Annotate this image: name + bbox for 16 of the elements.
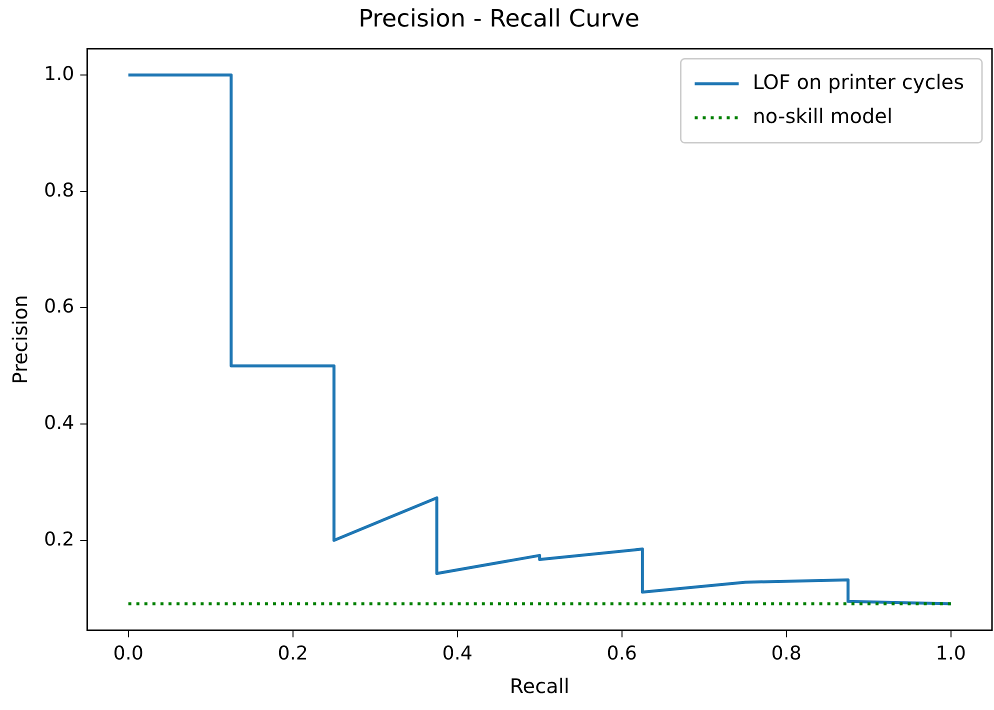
x-tick-label: 0.8 bbox=[771, 642, 802, 665]
x-tick-label: 0.6 bbox=[606, 642, 637, 665]
legend-label: no-skill model bbox=[752, 104, 893, 128]
y-tick-label: 0.4 bbox=[44, 412, 74, 434]
y-tick-label: 0.2 bbox=[44, 528, 74, 550]
x-tick-label: 0.0 bbox=[113, 642, 144, 665]
y-tick-label: 1.0 bbox=[44, 62, 74, 85]
x-tick-label: 0.2 bbox=[278, 642, 308, 665]
y-axis-title: Precision bbox=[8, 294, 32, 384]
x-axis-title: Recall bbox=[510, 674, 570, 698]
x-tick-label: 0.4 bbox=[442, 642, 472, 665]
legend-label: LOF on printer cycles bbox=[752, 70, 964, 94]
y-tick-label: 0.8 bbox=[44, 179, 74, 202]
chart-title: Precision - Recall Curve bbox=[358, 4, 640, 33]
x-tick-label: 1.0 bbox=[936, 642, 966, 665]
y-tick-label: 0.6 bbox=[44, 296, 74, 318]
